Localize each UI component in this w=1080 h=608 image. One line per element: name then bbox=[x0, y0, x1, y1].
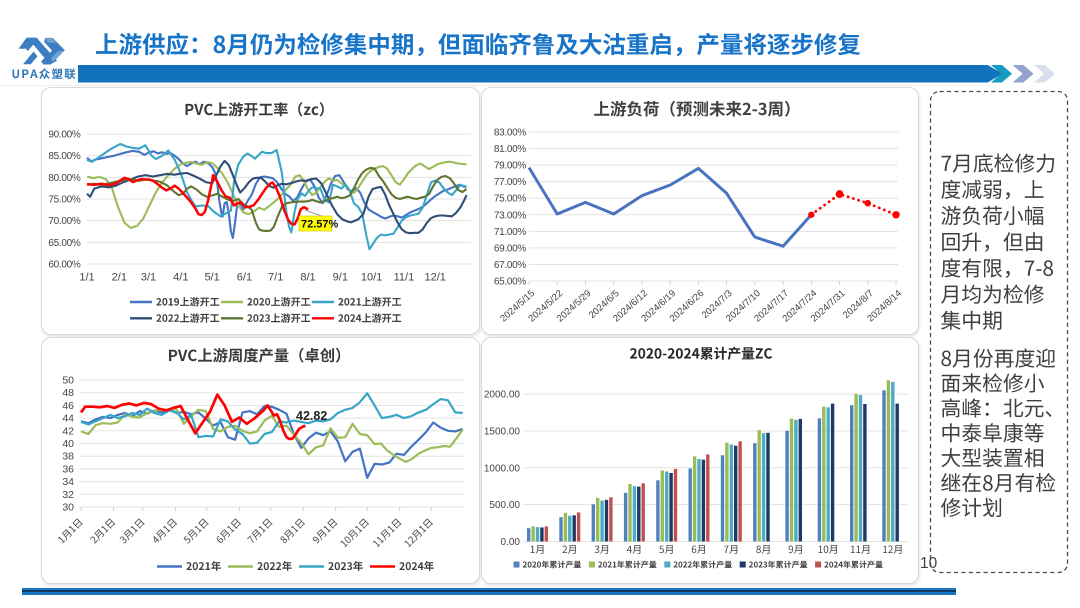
svg-text:4/1: 4/1 bbox=[173, 272, 188, 284]
svg-text:75.00%: 75.00% bbox=[48, 195, 81, 206]
svg-text:90.00%: 90.00% bbox=[48, 130, 81, 141]
svg-text:65.00%: 65.00% bbox=[48, 238, 81, 249]
svg-text:60.00%: 60.00% bbox=[48, 260, 81, 271]
svg-text:1000.00: 1000.00 bbox=[484, 463, 521, 474]
svg-text:38: 38 bbox=[62, 451, 74, 463]
svg-text:65.00%: 65.00% bbox=[494, 277, 527, 288]
svg-text:85.00%: 85.00% bbox=[48, 151, 81, 162]
svg-text:69.00%: 69.00% bbox=[494, 243, 527, 254]
svg-text:44: 44 bbox=[62, 413, 74, 425]
svg-text:83.00%: 83.00% bbox=[494, 128, 527, 139]
svg-text:0.00: 0.00 bbox=[501, 537, 521, 548]
svg-text:79.00%: 79.00% bbox=[494, 161, 527, 172]
svg-text:10/1: 10/1 bbox=[361, 272, 382, 284]
svg-text:7/1: 7/1 bbox=[268, 272, 283, 284]
svg-text:75.00%: 75.00% bbox=[494, 194, 527, 205]
svg-text:80.00%: 80.00% bbox=[48, 173, 81, 184]
svg-text:36: 36 bbox=[62, 463, 74, 475]
svg-text:77.00%: 77.00% bbox=[494, 177, 527, 188]
svg-text:32: 32 bbox=[62, 489, 74, 501]
svg-text:70.00%: 70.00% bbox=[48, 216, 81, 227]
svg-text:67.00%: 67.00% bbox=[494, 260, 527, 271]
svg-text:81.00%: 81.00% bbox=[494, 144, 527, 155]
svg-text:71.00%: 71.00% bbox=[494, 227, 527, 238]
svg-text:42.82: 42.82 bbox=[296, 409, 327, 423]
svg-text:72.57%: 72.57% bbox=[301, 219, 339, 231]
svg-text:500.00: 500.00 bbox=[489, 500, 520, 511]
svg-text:2000.00: 2000.00 bbox=[484, 390, 521, 401]
svg-text:6/1: 6/1 bbox=[237, 272, 252, 284]
svg-text:5/1: 5/1 bbox=[204, 272, 219, 284]
svg-text:8/1: 8/1 bbox=[300, 272, 315, 284]
svg-text:50: 50 bbox=[62, 375, 74, 387]
svg-text:1/1: 1/1 bbox=[79, 272, 94, 284]
svg-text:46: 46 bbox=[62, 400, 74, 412]
svg-text:12/1: 12/1 bbox=[424, 272, 445, 284]
svg-text:42: 42 bbox=[62, 425, 74, 437]
svg-text:30: 30 bbox=[62, 502, 74, 514]
svg-text:11/1: 11/1 bbox=[394, 272, 415, 284]
svg-text:3/1: 3/1 bbox=[141, 272, 156, 284]
svg-text:40: 40 bbox=[62, 438, 74, 450]
svg-text:9/1: 9/1 bbox=[333, 272, 348, 284]
svg-text:48: 48 bbox=[62, 387, 74, 399]
svg-text:34: 34 bbox=[62, 476, 74, 488]
svg-text:1500.00: 1500.00 bbox=[484, 426, 521, 437]
svg-text:73.00%: 73.00% bbox=[494, 210, 527, 221]
svg-text:2/1: 2/1 bbox=[112, 272, 127, 284]
